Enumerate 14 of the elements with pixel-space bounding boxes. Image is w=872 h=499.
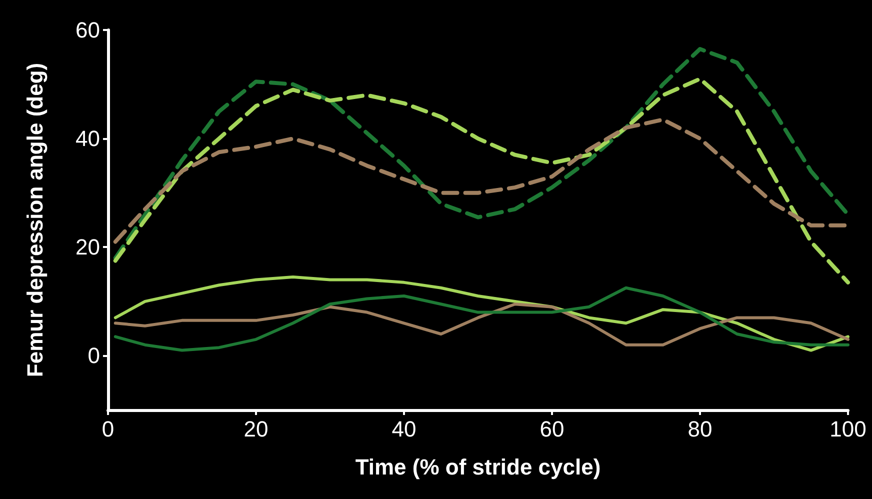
y-tick-label: 0	[88, 343, 100, 368]
y-tick-label: 60	[76, 18, 100, 42]
x-tick-label: 20	[244, 416, 268, 442]
y-tick-label: 40	[76, 126, 100, 152]
y-axis-title: Femur depression angle (deg)	[22, 62, 48, 378]
x-tick-label: 40	[392, 416, 416, 442]
x-tick-label: 100	[830, 416, 866, 442]
x-axis-title: Time (% of stride cycle)	[355, 454, 601, 480]
line-series	[114, 302, 850, 346]
y-tick-label: 20	[76, 234, 100, 260]
x-tick-label: 80	[688, 416, 712, 442]
line-series	[113, 76, 850, 284]
x-tick-label: 60	[540, 416, 564, 442]
line-series	[113, 47, 850, 260]
